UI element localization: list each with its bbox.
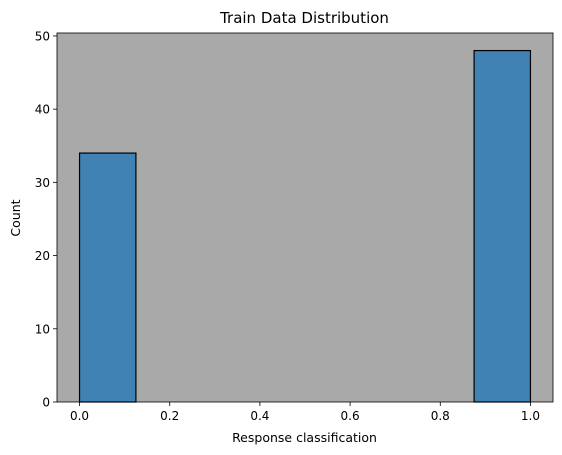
y-tick-label: 20 [35, 249, 50, 263]
x-tick-label: 0.6 [341, 409, 360, 423]
y-tick-label: 50 [35, 29, 50, 43]
chart-title: Train Data Distribution [219, 9, 389, 27]
y-tick-label: 40 [35, 103, 50, 117]
y-tick-label: 10 [35, 322, 50, 336]
plot-frame [56, 32, 554, 403]
x-ticks: 0.0 0.2 0.4 0.6 0.8 1.0 [70, 402, 540, 423]
x-axis-label: Response classification [232, 430, 377, 445]
y-ticks: 0 10 20 30 40 50 [35, 29, 57, 410]
x-tick-label: 0.0 [70, 409, 89, 423]
x-tick-label: 1.0 [521, 409, 540, 423]
y-tick-label: 0 [42, 396, 50, 410]
bars-layer [78, 49, 532, 403]
x-tick-label: 0.8 [431, 409, 450, 423]
histogram-bar-0 [78, 152, 137, 403]
x-tick-label: 0.4 [250, 409, 269, 423]
plot-background [57, 33, 553, 402]
x-tick-label: 0.2 [160, 409, 179, 423]
y-tick-label: 30 [35, 176, 50, 190]
y-axis-label: Count [8, 199, 23, 236]
histogram-bar-1 [473, 49, 532, 403]
